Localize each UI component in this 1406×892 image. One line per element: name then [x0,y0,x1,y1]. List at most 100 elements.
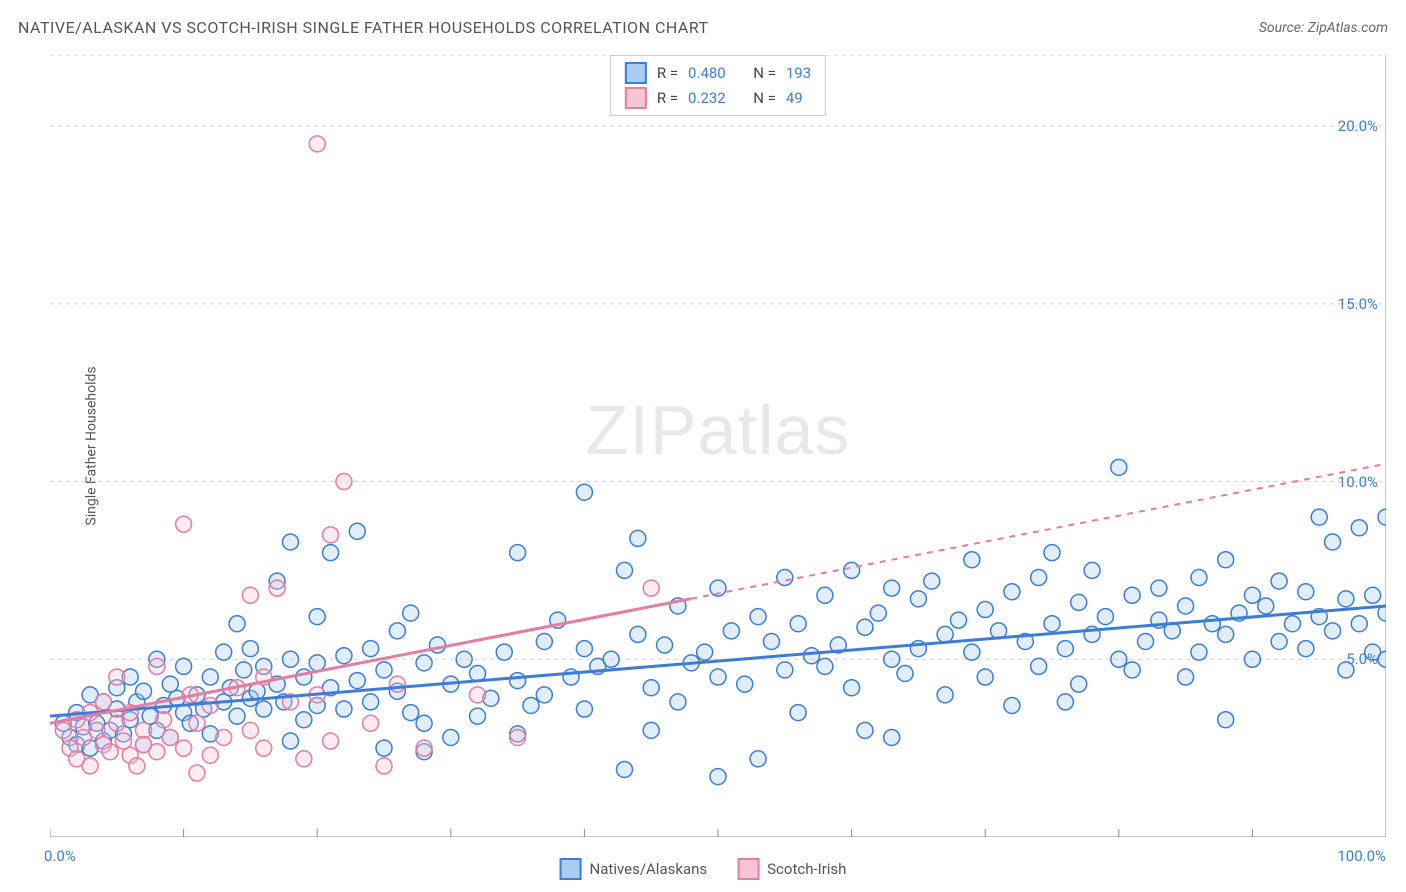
data-point [857,722,873,738]
data-point [309,136,325,152]
data-point [643,580,659,596]
source-label: Source: ZipAtlas.com [1259,20,1388,36]
data-point [1351,616,1367,632]
data-point [1031,658,1047,674]
data-point [156,712,172,728]
data-point [216,644,232,660]
data-point [336,474,352,490]
data-point [363,694,379,710]
data-point [323,733,339,749]
data-point [1365,587,1381,603]
data-point [1191,570,1207,586]
data-point [576,701,592,717]
data-point [603,651,619,667]
data-point [857,619,873,635]
data-point [1111,459,1127,475]
scatter-plot-svg [50,55,1386,837]
data-point [1311,509,1327,525]
data-point [363,715,379,731]
data-point [777,570,793,586]
data-point [229,616,245,632]
data-point [670,694,686,710]
data-point [1218,712,1234,728]
data-point [429,637,445,653]
data-point [1338,591,1354,607]
data-point [242,587,258,603]
data-point [176,658,192,674]
data-point [750,609,766,625]
data-point [1191,644,1207,660]
data-point [777,662,793,678]
y-tick-label: 20.0% [1338,117,1378,135]
data-point [750,751,766,767]
data-point [1124,587,1140,603]
chart-title: NATIVE/ALASKAN VS SCOTCH-IRISH SINGLE FA… [18,18,709,37]
data-point [470,708,486,724]
data-point [363,641,379,657]
data-point [336,648,352,664]
data-point [924,573,940,589]
data-point [389,676,405,692]
plot-area: ZIPatlas R = 0.480 N = 193R = 0.232 N = … [50,55,1386,837]
data-point [189,765,205,781]
data-point [269,580,285,596]
data-point [176,740,192,756]
data-point [844,562,860,578]
data-point [149,744,165,760]
data-point [737,676,753,692]
data-point [710,669,726,685]
data-point [95,694,111,710]
data-point [977,669,993,685]
data-point [1271,573,1287,589]
data-point [1258,598,1274,614]
data-point [1204,616,1220,632]
data-point [1097,609,1113,625]
data-point [256,701,272,717]
data-point [910,591,926,607]
data-point [817,658,833,674]
data-point [236,662,252,678]
data-point [176,516,192,532]
data-point [1325,534,1341,550]
data-point [1271,634,1287,650]
stats-legend-row: R = 0.480 N = 193 [625,62,811,84]
data-point [1071,676,1087,692]
data-point [55,722,71,738]
data-point [1111,651,1127,667]
data-point [1044,616,1060,632]
data-point [149,658,165,674]
data-point [937,626,953,642]
data-point [616,761,632,777]
data-point [1284,616,1300,632]
data-point [630,626,646,642]
data-point [763,634,779,650]
legend-swatch [625,62,647,84]
data-point [1084,562,1100,578]
y-tick-label: 10.0% [1338,473,1378,491]
data-point [884,651,900,667]
data-point [1325,623,1341,639]
data-point [102,744,118,760]
data-point [349,523,365,539]
data-point [282,733,298,749]
data-point [790,616,806,632]
stats-legend-row: R = 0.232 N = 49 [625,87,811,109]
data-point [349,673,365,689]
data-point [456,651,472,667]
data-point [376,758,392,774]
data-point [510,729,526,745]
data-point [897,665,913,681]
data-point [817,587,833,603]
bottom-legend-item: Natives/Alaskans [560,858,708,880]
data-point [1178,669,1194,685]
data-point [256,740,272,756]
data-point [403,705,419,721]
data-point [296,751,312,767]
data-point [216,729,232,745]
data-point [510,545,526,561]
y-tick-label: 5.0% [1346,650,1378,668]
data-point [323,545,339,561]
data-point [323,527,339,543]
data-point [510,673,526,689]
data-point [282,534,298,550]
